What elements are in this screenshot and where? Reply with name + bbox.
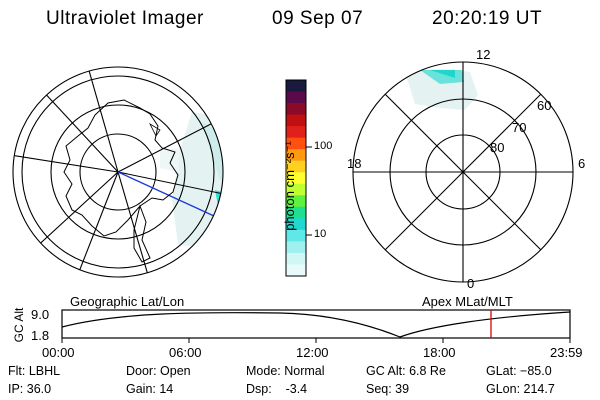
info-mode: Mode: Normal: [246, 364, 325, 378]
timeline-axis-title: GC Alt: [12, 307, 26, 343]
info-filter: Flt: LBHL: [8, 364, 61, 378]
mag-outer-circle: [352, 61, 574, 283]
mlat-label-80: 80: [490, 140, 505, 155]
magnetic-map: [352, 61, 574, 283]
mag-panel-label: Apex MLat/MLT: [422, 294, 513, 309]
mlt-label-6: 6: [578, 156, 586, 171]
colorbar-swatch: [286, 114, 306, 127]
colorbar-swatch: [286, 160, 306, 173]
mlt-label-12: 12: [476, 47, 491, 62]
time-label: 20:20:19 UT: [432, 8, 543, 29]
timeline-ymin: 1.8: [31, 328, 50, 343]
colorbar-swatch: [286, 252, 306, 266]
colorbar-swatch: [286, 91, 306, 104]
colorbar-tick-10: 10: [314, 228, 327, 240]
app-title: Ultraviolet Imager: [46, 8, 204, 29]
colorbar-unit-label: photon cm⁻²s⁻¹: [282, 141, 297, 231]
colorbar-ticks: [306, 146, 312, 236]
colorbar-swatch: [286, 195, 306, 208]
colorbar: [285, 79, 312, 277]
info-glat: GLat: −85.0: [486, 364, 552, 378]
timeline-ymax: 9.0: [31, 307, 50, 322]
colorbar-swatch: [286, 206, 306, 219]
colorbar-swatch: [286, 229, 306, 243]
info-gc-alt: GC Alt: 6.8 Re: [366, 364, 446, 378]
mlat-label-70: 70: [512, 120, 527, 135]
geo-aurora-data: [160, 112, 223, 246]
info-glon: GLon: 214.7: [486, 382, 555, 396]
altitude-curve: [61, 311, 571, 338]
colorbar-swatch: [286, 172, 306, 185]
geo-outer-circle: [12, 66, 224, 278]
colorbar-swatch: [286, 149, 306, 162]
geo-map-clip: [13, 67, 223, 277]
colorbar-gradient: [286, 80, 306, 277]
geographic-map: [12, 66, 224, 278]
colorbar-swatch: [286, 241, 306, 254]
info-seq: Seq: 39: [366, 382, 410, 396]
info-gain: Gain: 14: [126, 382, 174, 396]
colorbar-swatch: [286, 264, 306, 277]
mlat-label-60: 60: [537, 98, 552, 113]
timeline-tick-0600: 06:00: [169, 345, 202, 360]
mlt-label-0: 0: [467, 276, 475, 291]
mlt-label-18: 18: [347, 156, 362, 171]
date-label: 09 Sep 07: [272, 8, 364, 29]
timeline-tick-1800: 18:00: [423, 345, 456, 360]
colorbar-swatch: [286, 218, 306, 231]
info-dsp: Dsp: -3.4: [246, 382, 308, 396]
timeline-tick-2359: 23:59: [550, 345, 583, 360]
mag-map-clip: [353, 62, 573, 282]
geo-panel-label: Geographic Lat/Lon: [70, 294, 185, 309]
colorbar-swatch: [286, 183, 306, 196]
timeline-tick-0000: 00:00: [42, 345, 75, 360]
mag-aurora-data: [405, 69, 478, 110]
colorbar-swatch: [286, 103, 306, 116]
colorbar-tick-100: 100: [314, 140, 333, 152]
info-ip: IP: 36.0: [8, 382, 52, 396]
info-door: Door: Open: [126, 364, 191, 378]
colorbar-swatch: [286, 126, 306, 139]
timeline-tick-1200: 12:00: [296, 345, 329, 360]
altitude-timeline: [61, 309, 571, 343]
colorbar-swatch: [286, 137, 306, 150]
colorbar-swatch: [286, 80, 306, 93]
